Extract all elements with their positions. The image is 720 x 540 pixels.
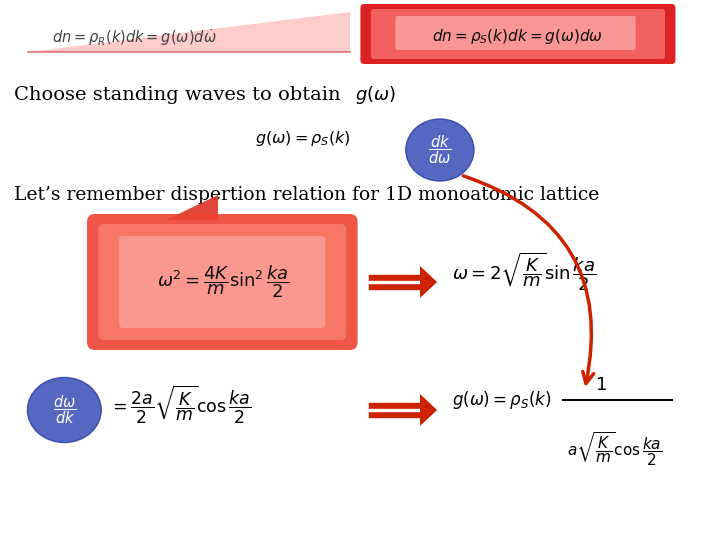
FancyBboxPatch shape <box>371 9 665 59</box>
Text: $\dfrac{dk}{d\omega}$: $\dfrac{dk}{d\omega}$ <box>428 134 451 166</box>
Text: $\omega = 2\sqrt{\dfrac{K}{m}}\sin\dfrac{ka}{2}$: $\omega = 2\sqrt{\dfrac{K}{m}}\sin\dfrac… <box>452 251 596 293</box>
Polygon shape <box>166 195 217 220</box>
Text: $a\sqrt{\dfrac{K}{m}}\cos\dfrac{ka}{2}$: $a\sqrt{\dfrac{K}{m}}\cos\dfrac{ka}{2}$ <box>567 430 662 468</box>
Ellipse shape <box>27 377 102 442</box>
Text: $g(\omega) = \rho_S(k)\,$: $g(\omega) = \rho_S(k)\,$ <box>452 389 552 411</box>
Text: $dn = \rho_R(k)dk = g(\omega)d\dot{\omega}$: $dn = \rho_R(k)dk = g(\omega)d\dot{\omeg… <box>52 28 217 49</box>
Polygon shape <box>420 394 437 426</box>
Text: $g(\omega) = \rho_S(k)\,$: $g(\omega) = \rho_S(k)\,$ <box>256 129 351 147</box>
Text: $1$: $1$ <box>595 376 606 394</box>
FancyBboxPatch shape <box>120 236 325 328</box>
FancyBboxPatch shape <box>87 214 358 350</box>
Text: $g(\omega)$: $g(\omega)$ <box>355 84 396 106</box>
Text: $dn = \rho_S(k)dk = g(\omega)d\omega$: $dn = \rho_S(k)dk = g(\omega)d\omega$ <box>432 26 603 45</box>
Ellipse shape <box>406 119 474 181</box>
Polygon shape <box>420 266 437 298</box>
Polygon shape <box>28 12 350 52</box>
Text: $= \dfrac{2a}{2}\sqrt{\dfrac{K}{m}}\cos\dfrac{ka}{2}$: $= \dfrac{2a}{2}\sqrt{\dfrac{K}{m}}\cos\… <box>109 384 251 426</box>
Text: Let’s remember dispertion relation for 1D monoatomic lattice: Let’s remember dispertion relation for 1… <box>14 186 600 204</box>
Text: Choose standing waves to obtain: Choose standing waves to obtain <box>14 86 341 104</box>
Text: $\omega^2 = \dfrac{4K}{m}\sin^2\dfrac{ka}{2}$: $\omega^2 = \dfrac{4K}{m}\sin^2\dfrac{ka… <box>157 264 289 300</box>
Text: $\dfrac{d\omega}{dk}$: $\dfrac{d\omega}{dk}$ <box>53 394 76 426</box>
FancyBboxPatch shape <box>361 4 675 64</box>
FancyBboxPatch shape <box>99 224 346 340</box>
FancyBboxPatch shape <box>395 16 636 50</box>
